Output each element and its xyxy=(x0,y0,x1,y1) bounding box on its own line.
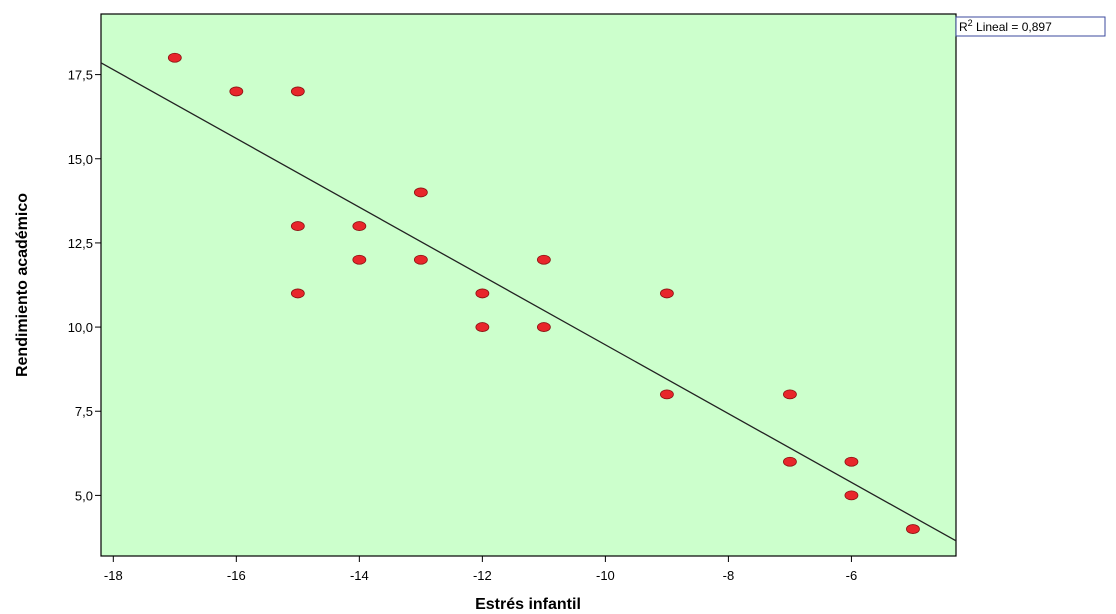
data-point xyxy=(413,254,428,265)
data-point xyxy=(352,254,367,265)
data-point xyxy=(475,288,490,299)
x-tick-label: -18 xyxy=(104,568,123,583)
data-point xyxy=(352,221,367,231)
r2-superscript: 2 xyxy=(968,18,973,28)
data-point xyxy=(229,86,244,97)
data-point xyxy=(844,490,859,501)
r2-legend-box xyxy=(955,16,1106,37)
data-point xyxy=(783,456,797,467)
x-tick-label: -12 xyxy=(473,568,492,583)
regression-line xyxy=(100,62,957,542)
data-point xyxy=(659,389,674,400)
x-axis-title: Estrés infantil xyxy=(475,596,581,613)
data-point xyxy=(413,187,428,198)
data-point xyxy=(536,254,551,265)
y-axis-title: Rendimiento académico xyxy=(14,193,31,377)
y-axis-ticks: 5,0 7,5 10,0 12,5 15,0 17,5 xyxy=(68,68,101,503)
y-tick-label: 15,0 xyxy=(68,152,93,167)
data-point xyxy=(844,456,859,467)
data-point xyxy=(536,322,551,332)
y-tick-label: 17,5 xyxy=(68,68,93,83)
data-point xyxy=(783,389,797,400)
data-point xyxy=(290,288,305,299)
y-tick-label: 10,0 xyxy=(68,320,93,335)
data-point xyxy=(475,322,490,332)
y-tick-label: 5,0 xyxy=(75,488,93,503)
x-tick-label: -16 xyxy=(227,568,246,583)
plot-area xyxy=(100,13,957,557)
y-tick-label: 7,5 xyxy=(75,404,93,419)
r2-label: R2 Lineal = 0,897 xyxy=(959,18,1052,34)
r2-prefix: R xyxy=(959,20,968,34)
data-point xyxy=(290,86,305,97)
data-points xyxy=(167,52,920,534)
x-tick-label: -14 xyxy=(350,568,369,583)
data-point xyxy=(167,52,182,63)
x-tick-label: -10 xyxy=(596,568,615,583)
y-tick-label: 12,5 xyxy=(68,236,93,251)
x-tick-label: -6 xyxy=(846,568,858,583)
data-point xyxy=(906,524,920,534)
r2-legend: R2 Lineal = 0,897 xyxy=(955,16,1106,37)
data-point xyxy=(659,288,674,299)
x-axis-ticks: -18 -16 -14 -12 -10 -8 -6 xyxy=(104,556,857,583)
x-tick-label: -8 xyxy=(723,568,735,583)
data-point xyxy=(290,221,305,231)
r2-value: Lineal = 0,897 xyxy=(973,20,1052,34)
